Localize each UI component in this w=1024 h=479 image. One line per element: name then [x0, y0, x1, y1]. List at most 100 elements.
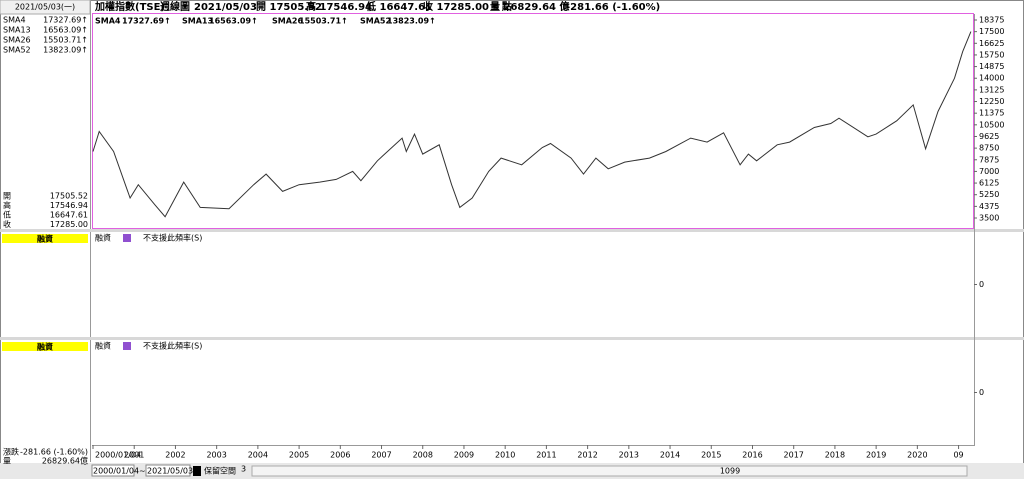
sma-name: SMA26 — [3, 36, 31, 45]
end-input[interactable] — [145, 464, 191, 477]
reserve-value: 3 — [241, 465, 246, 474]
panel-label-bg — [2, 234, 88, 243]
y-tick-label: 16625 — [979, 39, 1004, 48]
x-tick-label: 2003 — [206, 451, 226, 460]
sma-legend-name: SMA52 — [360, 17, 391, 26]
reserve-label: 保留空間 — [204, 466, 236, 476]
x-tick-label: 2008 — [413, 451, 433, 460]
x-tick-label: 2016 — [742, 451, 762, 460]
volume-label: 量 — [3, 457, 11, 466]
sma-value: 17327.69↑ — [43, 16, 88, 25]
y-tick-label: 8750 — [979, 144, 999, 153]
y-tick-label: 12250 — [979, 97, 1004, 106]
ohlc-label: 收 — [3, 219, 11, 229]
sma-legend-value: 17327.69↑ — [122, 17, 171, 26]
sma-legend-value: 13823.09↑ — [387, 17, 436, 26]
x-tick-label: 2017 — [784, 451, 804, 460]
header-item: 2021/05/03 — [194, 2, 257, 13]
y-tick-label: 7000 — [979, 167, 999, 176]
ohlc-label: 開 — [3, 192, 11, 201]
x-tick-label: 2015 — [701, 451, 721, 460]
x-tick-label: 2019 — [866, 451, 886, 460]
range-sep: ~ — [139, 467, 146, 476]
sma-legend-value: 16563.09↑ — [209, 17, 258, 26]
change-value: -281.66 (-1.60%) — [20, 448, 88, 457]
reserve-icon — [193, 466, 201, 476]
sma-legend-value: 15503.71↑ — [299, 17, 348, 26]
header-item: 加權指數(TSE) — [94, 0, 165, 13]
x-tick-label: 2009 — [454, 451, 474, 460]
header-item: 週線圖 — [160, 0, 190, 13]
change-label: 漲跌 — [3, 447, 19, 457]
x-tick-label: 2013 — [619, 451, 639, 460]
x-tick-label: 2000/01/04 — [95, 451, 141, 460]
y-tick-label: 4375 — [979, 202, 999, 211]
panel-message: 不支援此頻率(S) — [143, 233, 202, 243]
ohlc-label: 高 — [3, 200, 11, 210]
y-tick-label: 5250 — [979, 190, 999, 199]
x-tick-label: 2001 — [124, 451, 144, 460]
header-item: 高 17546.94 — [306, 0, 372, 13]
x-tick-label: 2007 — [371, 451, 391, 460]
y-tick-label: 14000 — [979, 74, 1004, 83]
panel-separator — [0, 337, 1024, 340]
panel-icon — [123, 234, 131, 242]
x-tick-label: 09 — [953, 451, 963, 460]
x-tick-label: 2010 — [495, 451, 515, 460]
x-tick-label: 2014 — [660, 451, 680, 460]
start-date: 2000/01/04 — [93, 467, 139, 476]
start-input[interactable] — [91, 464, 135, 477]
x-tick-label: 2018 — [825, 451, 845, 460]
sma-value: 13823.09↑ — [43, 46, 88, 55]
x-tick-label: 2011 — [536, 451, 556, 460]
y-tick-label: 7875 — [979, 155, 999, 164]
bar-count: 1099 — [720, 467, 740, 476]
y-tick-label: 13125 — [979, 85, 1004, 94]
y-tick-label: 18375 — [979, 15, 1004, 24]
panel-label: 融資 — [37, 234, 53, 244]
ohlc-value: 17285.00 — [50, 220, 88, 229]
date-label: 2021/05/03(一) — [15, 3, 75, 12]
panel-separator — [0, 229, 1024, 232]
content: 2021/05/03(一)SMA4 17327.69↑SMA13 16563.09↑… — [2, 0, 1004, 477]
panel-label: 融資 — [37, 342, 53, 352]
sma-legend-name: SMA26 — [272, 17, 303, 26]
sma-name: SMA52 — [3, 46, 31, 55]
header-item: 低 16647.61 — [365, 0, 432, 13]
y-tick-label: 0 — [979, 280, 984, 289]
panel-icon — [123, 342, 131, 350]
sma-value: 16563.09↑ — [43, 26, 88, 35]
x-tick-label: 2005 — [289, 451, 309, 460]
sma-name: SMA4 — [3, 16, 26, 25]
y-tick-label: 9625 — [979, 132, 999, 141]
sma-name: SMA13 — [3, 26, 31, 35]
header-item: 收 17285.00 s 點 — [423, 0, 512, 13]
x-tick-label: 2012 — [577, 451, 597, 460]
ohlc-label: 低 — [3, 210, 11, 220]
sma-legend-name: SMA4 — [95, 17, 121, 26]
scrollbar[interactable] — [251, 465, 968, 477]
volume-value: 26829.64億 — [42, 456, 88, 466]
y-tick-label: 6125 — [979, 179, 999, 188]
sma-legend-name: SMA13 — [182, 17, 213, 26]
y-tick-label: 3500 — [979, 214, 999, 223]
panel-name: 融資 — [95, 233, 111, 243]
y-tick-label: 11375 — [979, 109, 1004, 118]
x-tick-label: 2006 — [330, 451, 350, 460]
price-line — [92, 31, 972, 218]
header-item: 開 17505.52 — [256, 1, 322, 13]
y-tick-label: 14875 — [979, 62, 1004, 71]
header-item: -281.66 (-1.60%) — [566, 2, 660, 13]
ohlc-value: 17505.52 — [50, 192, 88, 201]
x-tick-label: 2002 — [165, 451, 185, 460]
price-panel-border — [92, 13, 974, 229]
y-tick-label: 0 — [979, 388, 984, 397]
panel-label-bg — [2, 342, 88, 351]
header-item: 量 26829.64 億 — [490, 0, 569, 13]
y-tick-label: 17500 — [979, 27, 1004, 36]
x-tick-label: 2004 — [248, 451, 268, 460]
ohlc-value: 17546.94 — [50, 201, 88, 210]
y-tick-label: 10500 — [979, 120, 1004, 129]
